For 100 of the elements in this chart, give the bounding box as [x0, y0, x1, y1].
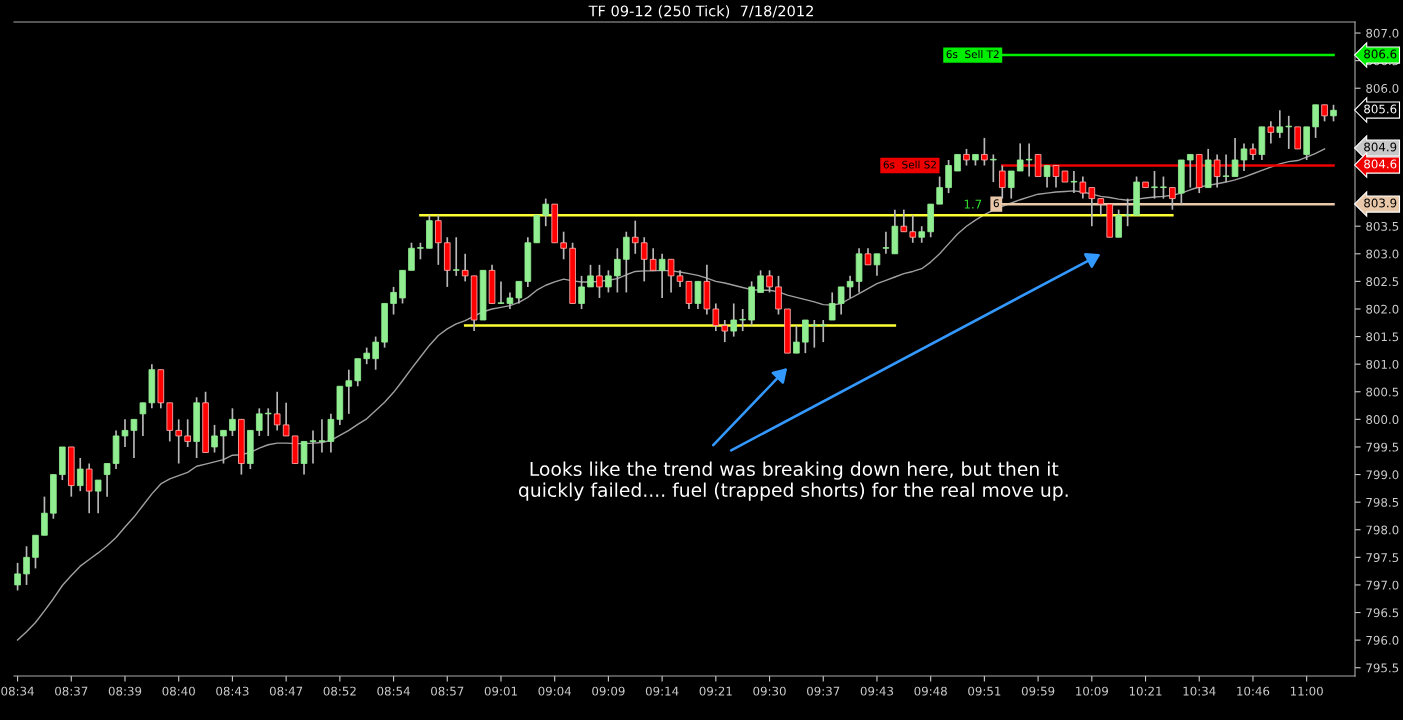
x-tick-label: 08:47 — [269, 686, 303, 696]
series-label: 6s Sell T2 — [946, 50, 999, 59]
y-tick-label: 796.0 — [1366, 635, 1399, 645]
candlestick — [775, 275, 782, 316]
candlestick — [1034, 153, 1042, 178]
candlestick — [981, 137, 988, 167]
candlestick — [1213, 153, 1221, 189]
x-tick-label: 09:04 — [538, 686, 572, 696]
candlestick — [211, 424, 218, 454]
candlestick — [32, 534, 39, 570]
candlestick — [1025, 142, 1033, 178]
candlestick — [614, 247, 621, 294]
candlestick — [1007, 170, 1015, 200]
candlestick — [739, 308, 746, 332]
x-tick-label: 10:46 — [1237, 686, 1270, 696]
y-tick-label: 806.0 — [1366, 83, 1399, 93]
candlestick — [936, 175, 943, 205]
candlestick — [873, 252, 881, 277]
candlestick — [461, 252, 469, 283]
candlestick — [354, 357, 362, 388]
candlestick — [345, 368, 353, 415]
candlestick — [999, 164, 1006, 200]
candlestick — [390, 286, 397, 316]
x-tick-label: 09:01 — [484, 686, 517, 696]
candlestick — [766, 269, 773, 294]
candlestick — [712, 302, 720, 332]
candlestick — [139, 401, 147, 437]
candlestick — [757, 269, 764, 294]
candlestick — [14, 562, 21, 592]
candlestick — [802, 319, 809, 354]
x-tick-label: 09:59 — [1021, 686, 1055, 696]
candlestick — [542, 197, 550, 228]
x-tick-label: 11:00 — [1290, 686, 1323, 696]
candlestick — [819, 319, 827, 343]
text: 805.6 — [1364, 104, 1397, 114]
y-tick-label: 802.0 — [1366, 304, 1399, 314]
text: 804.6 — [1364, 159, 1397, 169]
series-label: 6 — [993, 199, 999, 208]
y-tick-label: 798.5 — [1366, 497, 1399, 507]
x-tick-label: 10:34 — [1183, 686, 1216, 696]
candlestick — [1016, 142, 1024, 172]
candlestick — [631, 219, 639, 255]
candlestick — [1267, 120, 1275, 145]
candlestick — [229, 407, 236, 437]
candlestick — [1115, 208, 1122, 239]
x-tick-label: 08:43 — [216, 686, 249, 696]
candlestick — [184, 418, 191, 448]
candlestick — [1187, 153, 1194, 189]
candlestick — [1222, 153, 1230, 183]
candlestick — [730, 302, 738, 338]
y-tick-label: 800.0 — [1366, 415, 1399, 425]
annotation: Looks like the trend was breaking down here, but then it quickly failed.... fuel (trapped shorts) for the real move up. — [518, 461, 1068, 501]
text: 803.9 — [1364, 198, 1397, 208]
candlestick — [175, 418, 182, 465]
candlestick — [721, 319, 729, 343]
candlestick — [587, 264, 594, 288]
x-tick-label: 08:54 — [377, 686, 410, 696]
x-tick-label: 08:52 — [323, 686, 356, 696]
candlestick — [658, 252, 666, 299]
y-tick-label: 799.5 — [1366, 442, 1399, 452]
candlestick — [220, 429, 227, 465]
candlestick — [694, 280, 702, 310]
candlestick — [882, 230, 890, 255]
x-tick-label: 08:37 — [55, 686, 88, 696]
candlestick — [837, 286, 845, 316]
x-tick-label: 09:14 — [645, 686, 679, 696]
candlestick — [282, 401, 290, 437]
candlestick — [1043, 164, 1051, 189]
candlestick — [41, 495, 48, 537]
candlestick — [497, 280, 505, 305]
x-tick-label: 09:43 — [860, 686, 894, 696]
candlestick — [372, 335, 379, 371]
y-tick-label: 797.5 — [1366, 553, 1399, 562]
candlestick — [1312, 103, 1319, 139]
y-tick-label: 796.5 — [1366, 608, 1399, 618]
x-tick-label: 10:09 — [1076, 686, 1108, 696]
candlestick — [909, 214, 917, 244]
candlestick — [327, 413, 335, 454]
y-tick-label: 803.0 — [1366, 249, 1399, 259]
y-tick-label: 801.0 — [1366, 359, 1399, 369]
candlestick — [846, 275, 854, 299]
y-tick-label: 795.5 — [1366, 663, 1399, 673]
candlestick — [990, 153, 997, 183]
candlestick — [515, 280, 523, 305]
candlestick — [408, 241, 415, 272]
y-tick-label: 801.5 — [1366, 332, 1399, 342]
candlestick — [605, 269, 612, 294]
line-series — [16, 148, 1326, 641]
candlestick — [560, 230, 567, 261]
candlestick — [1088, 186, 1096, 228]
candlestick — [1124, 197, 1131, 228]
y-tick-label: 800.5 — [1366, 387, 1399, 397]
text: 804.9 — [1364, 142, 1397, 152]
y-tick-label: 799.0 — [1366, 470, 1399, 480]
candlestick — [623, 230, 630, 294]
candlestick — [828, 291, 836, 321]
y-tick-label: 803.5 — [1366, 221, 1399, 231]
candlestick — [256, 407, 263, 437]
candlestick — [103, 462, 111, 498]
candlestick — [945, 159, 952, 194]
